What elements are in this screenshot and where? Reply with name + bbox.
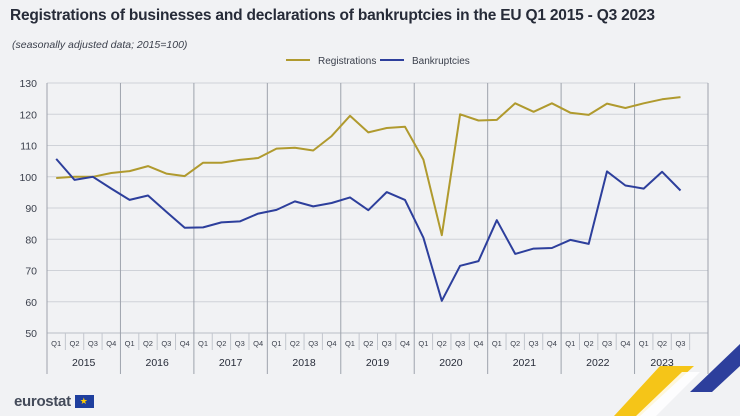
x-tick-label-quarter: Q1 <box>639 339 649 348</box>
x-tick-label-year: 2016 <box>145 357 169 369</box>
y-tick-label: 90 <box>25 203 37 215</box>
x-tick-label-quarter: Q4 <box>620 339 630 348</box>
x-tick-label-quarter: Q3 <box>675 339 685 348</box>
x-tick-label-quarter: Q4 <box>253 339 263 348</box>
x-tick-label-quarter: Q4 <box>327 339 337 348</box>
x-tick-label-quarter: Q3 <box>88 339 98 348</box>
y-tick-label: 110 <box>20 141 37 153</box>
y-tick-label: 100 <box>19 172 37 184</box>
x-tick-label-quarter: Q2 <box>437 339 447 348</box>
x-tick-label-year: 2022 <box>586 357 610 369</box>
x-tick-label-quarter: Q1 <box>492 339 502 348</box>
x-tick-label-quarter: Q4 <box>180 339 190 348</box>
swoosh-yellow <box>614 366 694 416</box>
x-tick-label-year: 2015 <box>72 357 96 369</box>
x-tick-label-quarter: Q3 <box>602 339 612 348</box>
year-separators <box>46 83 709 374</box>
eurostat-logo: eurostat <box>14 393 94 410</box>
x-tick-label-quarter: Q1 <box>51 339 61 348</box>
x-tick-label-quarter: Q2 <box>657 339 667 348</box>
swoosh-blue <box>690 344 740 392</box>
y-tick-label: 50 <box>25 328 37 340</box>
legend: Registrations Bankruptcies <box>286 56 470 67</box>
series-line-registrations <box>56 96 681 237</box>
x-tick-label-quarter: Q2 <box>510 339 520 348</box>
brand-name: eurostat <box>14 393 71 410</box>
eu-flag-icon <box>74 395 94 408</box>
x-tick-label-quarter: Q4 <box>106 339 116 348</box>
x-tick-label-quarter: Q3 <box>235 339 245 348</box>
x-tick-label-quarter: Q4 <box>547 339 557 348</box>
y-tick-label: 60 <box>25 297 37 309</box>
x-tick-label-quarter: Q1 <box>565 339 575 348</box>
x-axis-ticks: Q1 Q2 Q3 Q4 Q1 Q2 Q3 Q4 Q1 Q2 Q3 Q4 Q1 Q2 Q3 Q4 Q1 Q2 Q3 Q4… <box>51 339 685 369</box>
x-tick-label-quarter: Q1 <box>345 339 355 348</box>
x-tick-label-quarter: Q2 <box>290 339 300 348</box>
x-tick-label-year: 2017 <box>219 357 243 369</box>
eurostat-swoosh-decoration <box>614 344 740 416</box>
x-tick-label-quarter: Q3 <box>529 339 539 348</box>
x-tick-label-quarter: Q2 <box>143 339 153 348</box>
swoosh-white <box>636 372 700 416</box>
x-tick-label-quarter: Q1 <box>198 339 208 348</box>
x-tick-label-quarter: Q4 <box>400 339 410 348</box>
y-tick-label: 80 <box>25 234 37 246</box>
x-tick-label-quarter: Q2 <box>70 339 80 348</box>
series-line-bankruptcies <box>55 158 682 302</box>
gridlines <box>47 82 708 334</box>
legend-label-registrations: Registrations <box>318 56 376 67</box>
x-tick-label-quarter: Q1 <box>418 339 428 348</box>
x-tick-label-year: 2019 <box>366 357 390 369</box>
y-tick-label: 70 <box>25 266 37 278</box>
x-tick-label-quarter: Q3 <box>308 339 318 348</box>
chart-title: Registrations of businesses and declarat… <box>10 7 655 24</box>
x-tick-label-quarter: Q3 <box>382 339 392 348</box>
x-tick-label-quarter: Q2 <box>216 339 226 348</box>
x-tick-label-quarter: Q2 <box>363 339 373 348</box>
x-tick-label-year: 2021 <box>513 357 537 369</box>
x-tick-label-quarter: Q3 <box>455 339 465 348</box>
y-tick-label: 130 <box>19 78 37 90</box>
y-tick-label: 120 <box>19 109 37 121</box>
x-tick-label-quarter: Q1 <box>272 339 282 348</box>
y-axis-ticks: 50 60 70 80 90 100 110 120 130 <box>19 78 37 340</box>
x-tick-label-year: 2018 <box>292 357 316 369</box>
legend-label-bankruptcies: Bankruptcies <box>412 56 470 67</box>
x-tick-label-quarter: Q2 <box>584 339 594 348</box>
x-tick-label-quarter: Q4 <box>473 339 483 348</box>
x-tick-label-quarter: Q3 <box>161 339 171 348</box>
series-lines <box>55 96 682 302</box>
x-tick-label-quarter: Q1 <box>125 339 135 348</box>
chart-subtitle: (seasonally adjusted data; 2015=100) <box>12 39 188 51</box>
x-tick-label-year: 2020 <box>439 357 463 369</box>
